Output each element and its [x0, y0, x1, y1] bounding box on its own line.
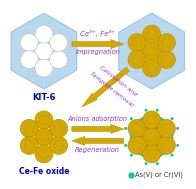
- Polygon shape: [82, 67, 129, 107]
- Circle shape: [176, 127, 179, 130]
- Circle shape: [35, 145, 53, 163]
- Circle shape: [143, 42, 161, 60]
- Circle shape: [35, 111, 53, 129]
- Circle shape: [141, 117, 144, 120]
- Circle shape: [20, 34, 38, 52]
- Circle shape: [144, 145, 148, 148]
- Circle shape: [128, 51, 146, 69]
- Circle shape: [147, 144, 150, 147]
- Circle shape: [141, 134, 144, 137]
- Circle shape: [143, 145, 161, 163]
- Circle shape: [171, 154, 173, 157]
- Circle shape: [124, 144, 127, 147]
- Circle shape: [141, 154, 144, 157]
- Circle shape: [50, 136, 68, 154]
- Circle shape: [156, 126, 159, 129]
- Circle shape: [156, 143, 159, 146]
- Circle shape: [176, 144, 179, 147]
- Circle shape: [157, 136, 175, 154]
- Circle shape: [154, 127, 157, 130]
- Circle shape: [130, 134, 133, 137]
- Circle shape: [35, 25, 53, 43]
- Circle shape: [130, 137, 133, 140]
- Circle shape: [35, 59, 53, 77]
- Text: Impregnation: Impregnation: [75, 49, 120, 55]
- Circle shape: [20, 51, 38, 69]
- Circle shape: [144, 109, 148, 112]
- Circle shape: [35, 128, 53, 146]
- Text: Regeneration: Regeneration: [75, 147, 120, 153]
- Circle shape: [139, 135, 142, 138]
- Text: As(V) or Cr(VI): As(V) or Cr(VI): [135, 172, 183, 178]
- Circle shape: [171, 137, 173, 140]
- Circle shape: [139, 152, 142, 155]
- Circle shape: [159, 137, 162, 140]
- Text: Ce³⁺, Fe³⁺: Ce³⁺, Fe³⁺: [80, 30, 115, 37]
- Circle shape: [171, 117, 173, 120]
- Circle shape: [20, 119, 38, 137]
- Circle shape: [141, 137, 144, 140]
- Circle shape: [144, 162, 148, 165]
- Polygon shape: [72, 136, 124, 145]
- Polygon shape: [72, 40, 124, 49]
- Circle shape: [128, 136, 146, 154]
- Text: KIT-6: KIT-6: [32, 93, 56, 102]
- Text: Ce-Fe oxide: Ce-Fe oxide: [19, 167, 69, 176]
- Circle shape: [128, 34, 146, 52]
- Circle shape: [162, 119, 164, 122]
- Circle shape: [157, 34, 175, 52]
- Circle shape: [143, 59, 161, 77]
- Circle shape: [162, 135, 164, 138]
- Circle shape: [156, 162, 159, 165]
- Circle shape: [50, 34, 68, 52]
- Text: Calcination and: Calcination and: [98, 65, 137, 97]
- Text: Anions adsorption: Anions adsorption: [68, 116, 128, 122]
- Circle shape: [147, 127, 150, 130]
- Circle shape: [139, 119, 142, 122]
- Circle shape: [143, 25, 161, 43]
- Circle shape: [144, 143, 148, 146]
- Circle shape: [143, 128, 161, 146]
- Circle shape: [130, 117, 133, 120]
- Circle shape: [159, 134, 162, 137]
- Circle shape: [144, 126, 148, 129]
- Circle shape: [35, 42, 53, 60]
- Circle shape: [157, 51, 175, 69]
- Circle shape: [144, 128, 148, 131]
- Circle shape: [159, 117, 162, 120]
- Circle shape: [143, 111, 161, 129]
- Polygon shape: [72, 124, 124, 133]
- Circle shape: [130, 154, 133, 157]
- Polygon shape: [119, 13, 184, 89]
- Circle shape: [159, 154, 162, 157]
- Circle shape: [50, 51, 68, 69]
- Text: Template removal: Template removal: [89, 71, 134, 107]
- Circle shape: [171, 134, 173, 137]
- Circle shape: [156, 128, 159, 131]
- Circle shape: [154, 144, 157, 147]
- Circle shape: [20, 136, 38, 154]
- Circle shape: [156, 145, 159, 148]
- Polygon shape: [11, 13, 77, 89]
- Circle shape: [124, 127, 127, 130]
- Circle shape: [162, 152, 164, 155]
- Circle shape: [156, 109, 159, 112]
- Circle shape: [50, 119, 68, 137]
- Circle shape: [157, 119, 175, 137]
- Circle shape: [128, 119, 146, 137]
